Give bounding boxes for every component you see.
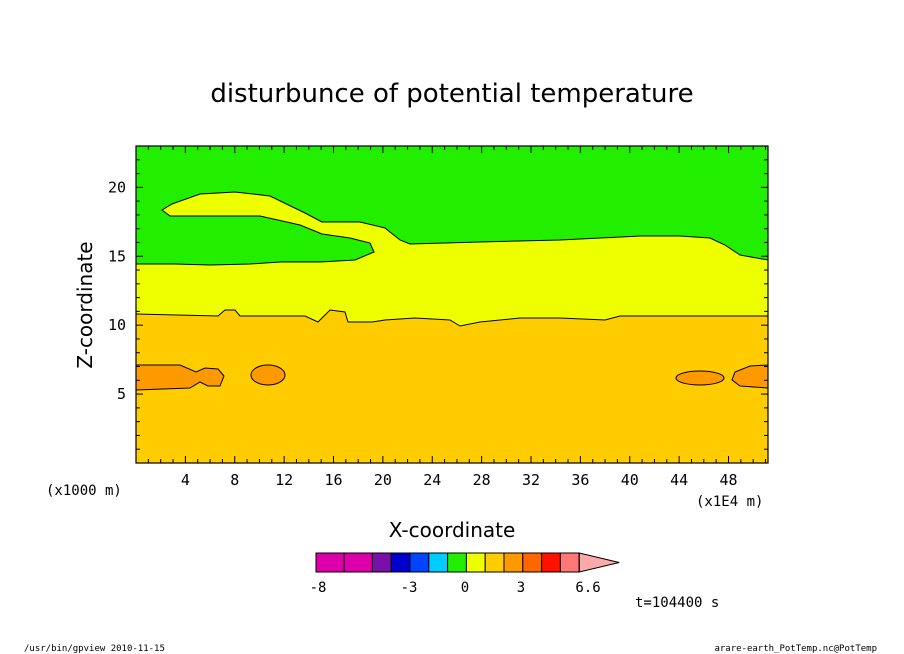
orange-cell-mid (251, 365, 285, 385)
plot-frame (135, 145, 769, 464)
colorbar-cell (371, 552, 392, 573)
colorbar-frame (315, 552, 580, 573)
y-tick-label: 5 (117, 385, 126, 403)
x-tick-label: 20 (374, 471, 392, 489)
colorbar-tick-label: -8 (310, 580, 327, 596)
colorbar-tick-label: 0 (461, 580, 469, 596)
region-level-neg132-neg066 (136, 146, 768, 265)
plot-area (136, 146, 768, 463)
y-axis-label: Z-coordinate (73, 241, 97, 368)
x-tick-label: 44 (670, 471, 688, 489)
colorbar-tick-label: 6.6 (575, 580, 600, 596)
x-tick-label: 12 (275, 471, 293, 489)
orange-cell-right-1 (676, 371, 724, 385)
x-tick-label: 40 (621, 471, 639, 489)
colorbar-cell (522, 552, 543, 573)
colorbar-cell (316, 553, 345, 572)
orange-cell-left (136, 365, 224, 390)
colorbar-cell (447, 552, 467, 573)
colorbar (315, 552, 620, 573)
colorbar-cell (503, 552, 524, 573)
colorbar-cell (409, 552, 430, 573)
region-yellow-tongue (162, 192, 400, 240)
x-axis: 4 8 12 16 20 24 28 32 36 40 44 48 (147, 146, 767, 489)
colorbar-cell (465, 552, 486, 573)
colorbar-tick-label: -3 (401, 580, 418, 596)
x-tick-label: 32 (522, 471, 540, 489)
x-tick-label: 36 (571, 471, 589, 489)
chart-title: disturbunce of potential temperature (210, 79, 693, 109)
time-label: t=104400 s (635, 595, 719, 611)
colorbar-cell (390, 552, 411, 573)
x-tick-label: 48 (719, 471, 737, 489)
footer-left: /usr/bin/gpview 2010-11-15 (24, 644, 165, 654)
colorbar-labels: -8 -3 0 3 6.6 (310, 580, 601, 596)
x-tick-label: 16 (324, 471, 342, 489)
colorbar-tick-label: 3 (517, 580, 525, 596)
colorbar-cell (541, 552, 561, 573)
x-tick-label: 4 (181, 471, 190, 489)
colorbar-arrow (578, 552, 620, 573)
x-tick-label: 28 (473, 471, 491, 489)
footer-right: arare-earth_PotTemp.nc@PotTemp (714, 644, 877, 654)
x-unit-right: (x1E4 m) (696, 494, 763, 510)
contour-lines (135, 191, 769, 391)
x-tick-label: 24 (423, 471, 441, 489)
orange-cell-right-2 (732, 365, 768, 388)
x-axis-label: X-coordinate (389, 518, 516, 542)
x-tick-label: 8 (230, 471, 239, 489)
y-tick-label: 20 (108, 178, 126, 196)
y-axis: 5 10 15 20 (108, 159, 768, 450)
x-unit-left: (x1000 m) (46, 483, 122, 499)
colorbar-cell (343, 552, 373, 573)
colorbar-cell (428, 552, 449, 573)
y-tick-label: 10 (108, 316, 126, 334)
y-tick-label: 15 (108, 247, 126, 265)
colorbar-cell (484, 552, 505, 573)
colorbar-cell (559, 552, 580, 573)
